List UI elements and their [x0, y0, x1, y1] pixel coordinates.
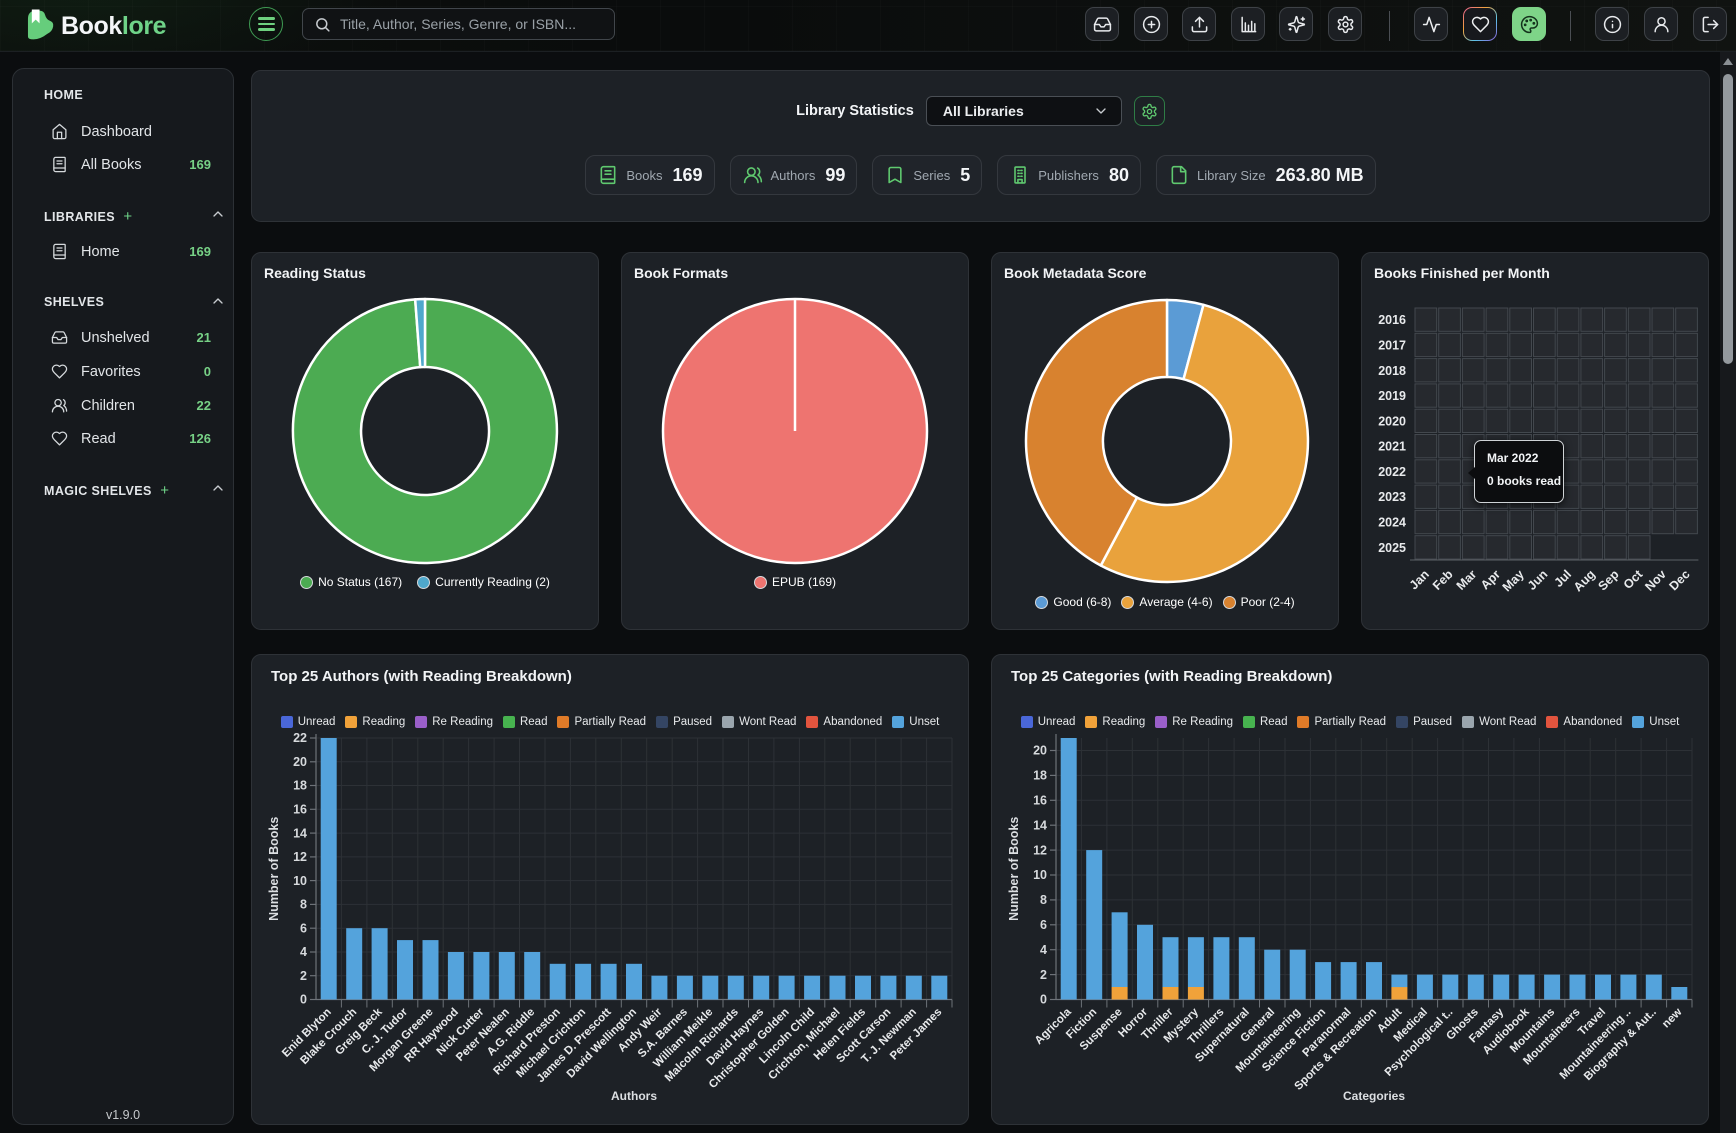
- svg-text:Authors: Authors: [611, 1089, 657, 1103]
- svg-text:2024: 2024: [1378, 516, 1406, 530]
- svg-text:8: 8: [300, 898, 307, 912]
- svg-text:8: 8: [1040, 893, 1047, 907]
- svg-text:0: 0: [300, 993, 307, 1007]
- svg-text:18: 18: [293, 779, 307, 793]
- svg-text:2025: 2025: [1378, 541, 1406, 555]
- svg-text:2023: 2023: [1378, 490, 1406, 504]
- svg-text:2019: 2019: [1378, 389, 1406, 403]
- svg-text:Agricola: Agricola: [1033, 1006, 1074, 1047]
- svg-text:18: 18: [1033, 769, 1047, 783]
- svg-text:6: 6: [1040, 918, 1047, 932]
- svg-text:6: 6: [300, 921, 307, 935]
- svg-text:20: 20: [1033, 744, 1047, 758]
- svg-text:2022: 2022: [1378, 465, 1406, 479]
- svg-text:2020: 2020: [1378, 414, 1406, 428]
- svg-text:22: 22: [293, 731, 307, 745]
- svg-text:Number of Books: Number of Books: [267, 817, 281, 921]
- svg-text:14: 14: [293, 826, 307, 840]
- svg-text:10: 10: [293, 874, 307, 888]
- svg-text:2: 2: [300, 969, 307, 983]
- svg-text:12: 12: [293, 850, 307, 864]
- svg-text:0: 0: [1040, 993, 1047, 1007]
- svg-text:14: 14: [1033, 818, 1047, 832]
- svg-text:16: 16: [1033, 794, 1047, 808]
- svg-text:4: 4: [1040, 943, 1047, 957]
- svg-text:20: 20: [293, 755, 307, 769]
- svg-text:Number of Books: Number of Books: [1007, 817, 1021, 921]
- svg-text:2018: 2018: [1378, 364, 1406, 378]
- svg-text:12: 12: [1033, 843, 1047, 857]
- svg-text:10: 10: [1033, 868, 1047, 882]
- svg-text:4: 4: [300, 945, 307, 959]
- svg-text:2017: 2017: [1378, 338, 1406, 352]
- svg-text:2: 2: [1040, 968, 1047, 982]
- svg-text:2016: 2016: [1378, 313, 1406, 327]
- svg-text:Categories: Categories: [1343, 1089, 1405, 1103]
- svg-text:2021: 2021: [1378, 440, 1406, 454]
- svg-text:16: 16: [293, 803, 307, 817]
- svg-text:new: new: [1660, 1006, 1684, 1030]
